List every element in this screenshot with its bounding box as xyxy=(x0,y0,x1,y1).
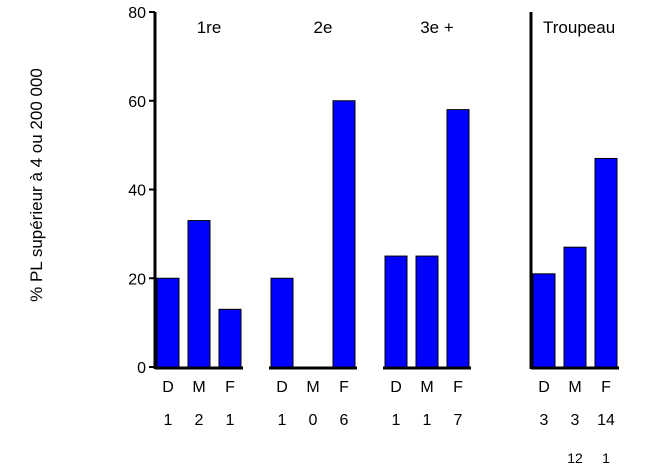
x-category-label: M xyxy=(192,379,205,396)
y-tick-label: 40 xyxy=(128,183,146,200)
x-category-label: F xyxy=(601,379,611,396)
y-axis-ticks: 0 20 40 60 80 xyxy=(128,5,155,377)
count-label: 1 xyxy=(164,412,173,429)
count-label: 1 xyxy=(226,412,235,429)
x-category-label: F xyxy=(339,379,349,396)
bar-group: D 3 M 3 12 F 14 1 Troupeau xyxy=(531,18,619,466)
x-category-label: M xyxy=(420,379,433,396)
bar xyxy=(218,308,242,368)
bar xyxy=(187,220,211,368)
group-label: 1re xyxy=(197,18,222,37)
count-label: 7 xyxy=(454,412,463,429)
y-tick-label: 60 xyxy=(128,94,146,111)
bar xyxy=(532,273,556,368)
bar xyxy=(332,100,356,368)
count-label: 2 xyxy=(195,412,204,429)
chart-panels: D 1 M 2 F 1 1re D 1 M 0 F 6 2e D 1 M 1 F 7 3e + D 3 M 3 12 F 14 1 Tro… xyxy=(153,12,619,466)
x-category-label: M xyxy=(306,379,319,396)
x-category-label: F xyxy=(453,379,463,396)
x-category-label: D xyxy=(538,379,550,396)
count-label: 1 xyxy=(278,412,287,429)
y-tick-label: 0 xyxy=(137,360,146,377)
bar xyxy=(594,157,618,368)
y-tick-label: 20 xyxy=(128,271,146,288)
count-label: 0 xyxy=(309,412,318,429)
x-category-label: F xyxy=(225,379,235,396)
x-category-label: D xyxy=(390,379,402,396)
bar xyxy=(270,277,294,368)
count-label: 1 xyxy=(392,412,401,429)
group-label: 2e xyxy=(314,18,333,37)
x-category-label: D xyxy=(162,379,174,396)
extra-count-label: 1 xyxy=(602,450,610,466)
chart-panel: D 1 M 2 F 1 1re D 1 M 0 F 6 2e D 1 M 1 F 7 3e + xyxy=(153,12,471,429)
bar xyxy=(384,255,408,368)
bar-group: D 1 M 1 F 7 3e + xyxy=(383,18,471,429)
y-tick-label: 80 xyxy=(128,5,146,22)
y-axis-label: % PL supérieur à 4 ou 200 000 xyxy=(27,68,46,302)
bar xyxy=(156,277,180,368)
count-label: 3 xyxy=(540,412,549,429)
chart-panel: D 3 M 3 12 F 14 1 Troupeau xyxy=(529,12,619,466)
x-category-label: D xyxy=(276,379,288,396)
count-label: 3 xyxy=(571,412,580,429)
count-label: 14 xyxy=(597,412,615,429)
count-label: 6 xyxy=(340,412,349,429)
group-label: Troupeau xyxy=(543,18,615,37)
bar-group: D 1 M 0 F 6 2e xyxy=(269,18,357,429)
bar-group: D 1 M 2 F 1 1re xyxy=(155,18,243,429)
bar xyxy=(446,109,470,368)
count-label: 1 xyxy=(423,412,432,429)
bar xyxy=(563,246,587,368)
extra-count-label: 12 xyxy=(567,450,583,466)
bar xyxy=(415,255,439,368)
x-category-label: M xyxy=(568,379,581,396)
group-label: 3e + xyxy=(420,18,454,37)
